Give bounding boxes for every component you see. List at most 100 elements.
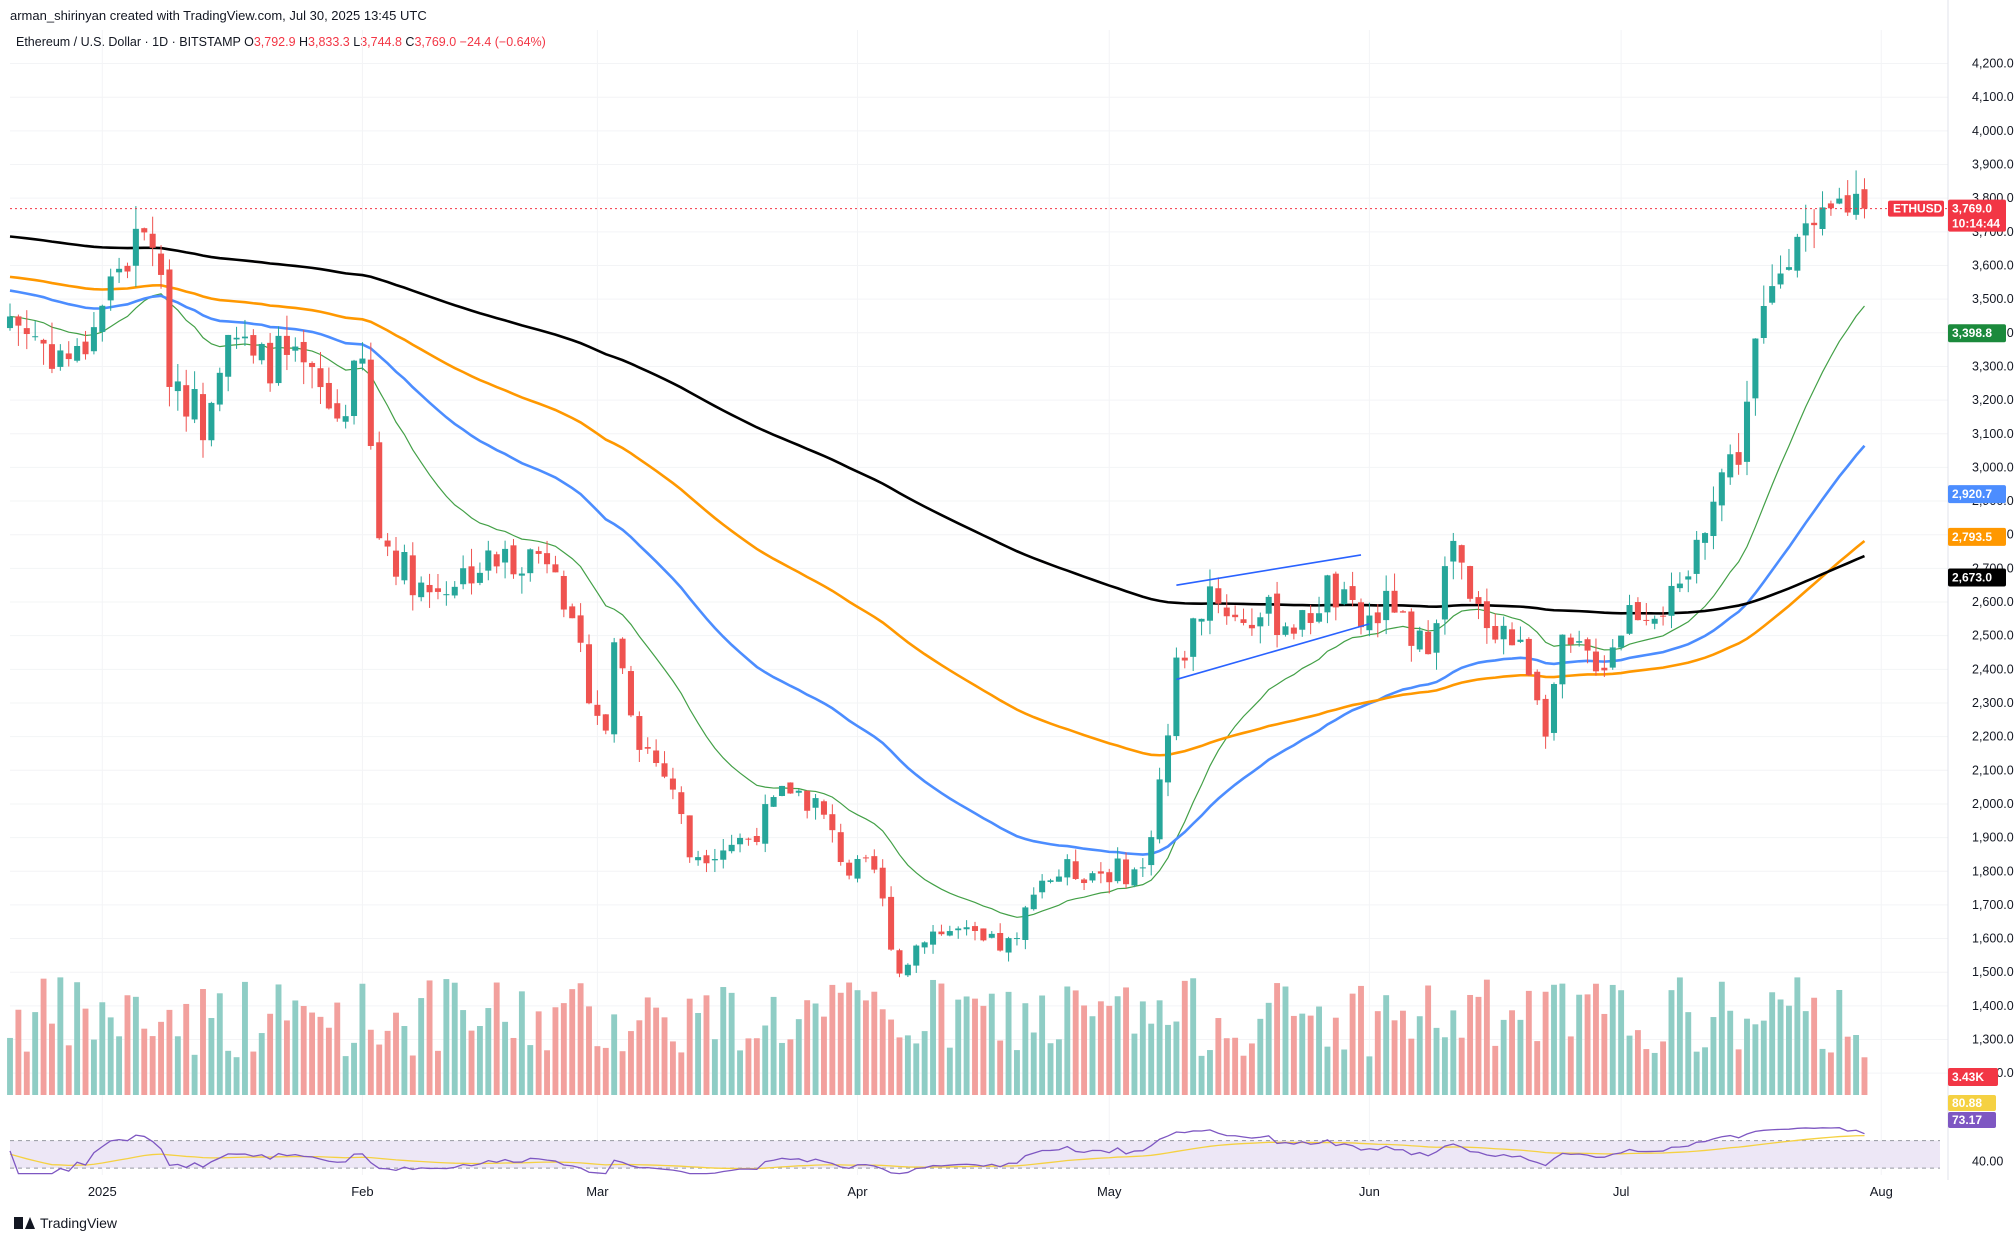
volume-bar <box>418 998 425 1095</box>
candle-body <box>317 368 324 388</box>
volume-bar <box>1744 1018 1750 1095</box>
candle-body <box>955 928 962 931</box>
candle-body <box>116 268 123 273</box>
candle-body <box>208 402 215 441</box>
volume-bar <box>1374 1011 1381 1095</box>
rsi-tag: 73.17 <box>1952 1113 1982 1127</box>
candle-body <box>1441 566 1448 620</box>
volume-bar <box>770 996 777 1095</box>
candle-body <box>871 856 878 870</box>
volume-bar <box>963 996 970 1095</box>
candle-body <box>233 337 240 340</box>
candle-body <box>1710 501 1717 537</box>
candle-body <box>594 704 601 716</box>
volume-bar <box>518 991 525 1095</box>
volume-bar <box>116 1036 123 1095</box>
volume-bar <box>1072 990 1079 1095</box>
candle-body <box>409 555 416 596</box>
volume-bar <box>1509 1010 1515 1095</box>
volume-bar <box>1819 1048 1826 1095</box>
volume-bar <box>1215 1018 1222 1095</box>
x-tick-label: Jun <box>1359 1184 1380 1199</box>
volume-bar <box>325 1027 332 1095</box>
candle-body <box>720 850 727 860</box>
candle-body <box>1399 611 1406 613</box>
volume-bar <box>1584 994 1591 1095</box>
candle-body <box>1106 872 1113 883</box>
volume-bar <box>544 1050 550 1095</box>
candle-body <box>1467 566 1474 599</box>
volume-bar <box>409 1055 416 1095</box>
candle-body <box>661 763 668 777</box>
volume-bar <box>535 1011 542 1095</box>
volume-bar <box>309 1012 316 1095</box>
volume-bar <box>1383 995 1390 1095</box>
candle-body <box>1685 576 1692 580</box>
volume-bar <box>1861 1057 1868 1095</box>
y-tick-label: 1,600.0 <box>1972 932 2014 946</box>
candle-body <box>451 586 458 596</box>
volume-bar <box>1542 991 1549 1095</box>
x-tick-label: Mar <box>586 1184 609 1199</box>
volume-bar <box>174 1036 181 1095</box>
candle-body <box>99 305 106 332</box>
rsi-tag-bg <box>1948 1112 1996 1128</box>
candle-body <box>1156 779 1163 840</box>
candle-body <box>1450 540 1457 562</box>
volume-bar <box>1634 1030 1641 1095</box>
ema-line <box>9 293 1865 918</box>
volume-bar <box>1525 990 1532 1095</box>
candle-body <box>325 382 332 409</box>
candle-body <box>216 372 223 405</box>
volume-bar <box>1181 980 1188 1095</box>
candle-body <box>107 276 114 301</box>
candle-body <box>862 857 869 859</box>
candle-body <box>1500 625 1507 640</box>
y-tick-label: 2,200.0 <box>1972 730 2014 744</box>
candle-body <box>292 346 299 351</box>
candle-body <box>1005 938 1012 953</box>
candle-body <box>669 778 676 790</box>
volume-bar <box>628 1031 634 1095</box>
high-label: H <box>299 35 309 49</box>
y-tick-label: 3,200.0 <box>1972 393 2014 407</box>
volume-bar <box>1005 991 1012 1095</box>
candle-body <box>1131 869 1138 886</box>
candle-body <box>1576 641 1583 643</box>
volume-bar <box>846 982 853 1095</box>
candle-body <box>1827 203 1834 209</box>
volume-bar <box>200 989 206 1095</box>
volume-bar <box>821 1016 827 1095</box>
candle-body <box>1609 647 1616 668</box>
volume-bar <box>1475 996 1482 1095</box>
candle-body <box>544 553 551 565</box>
candle-body <box>401 552 408 581</box>
candle-body <box>141 228 148 233</box>
x-tick-label: Jul <box>1613 1184 1630 1199</box>
candle-body <box>644 747 651 749</box>
y-tick-label: 3,000.0 <box>1972 460 2014 474</box>
volume-bar <box>787 1039 794 1095</box>
volume-bar <box>728 992 735 1095</box>
volume-bar <box>166 1009 173 1095</box>
volume-bar <box>1232 1037 1239 1095</box>
volume-bar <box>1131 1033 1138 1095</box>
volume-bar <box>275 984 282 1095</box>
candle-body <box>627 671 634 716</box>
candle-body <box>1299 610 1306 630</box>
candle-body <box>1668 585 1675 616</box>
volume-bar <box>745 1038 752 1095</box>
volume-bar <box>1651 1052 1658 1095</box>
rsi-line <box>9 1127 1865 1175</box>
candle-body <box>502 548 509 563</box>
volume-bar <box>510 1037 517 1095</box>
candle-body <box>1022 907 1029 940</box>
x-tick-label: Apr <box>847 1184 868 1199</box>
volume-bar <box>384 1030 391 1095</box>
volume-bar <box>904 1035 911 1095</box>
rsi-band <box>10 1140 1940 1169</box>
volume-bar <box>225 1050 232 1095</box>
volume-bar <box>1316 1006 1322 1095</box>
volume-bar <box>1190 978 1197 1095</box>
